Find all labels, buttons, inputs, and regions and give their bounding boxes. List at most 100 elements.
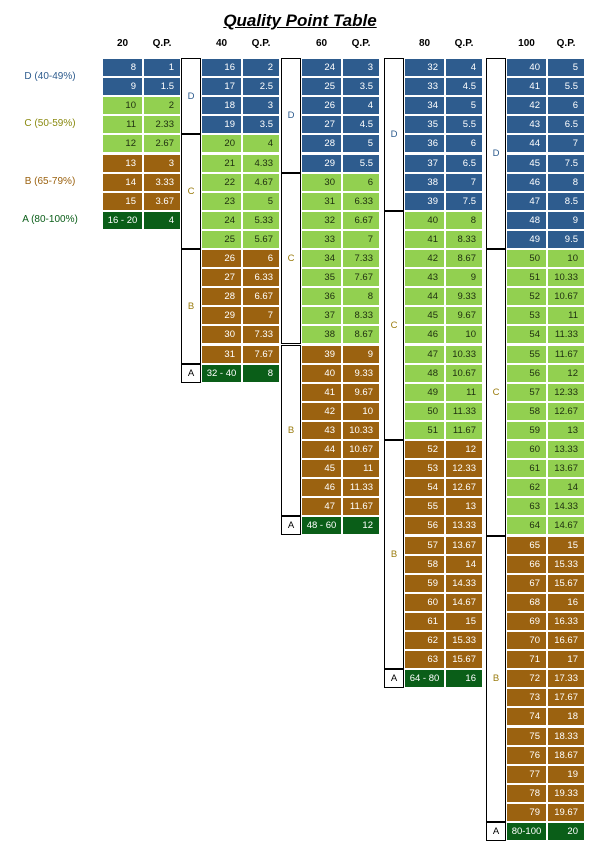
mark-cell: 36	[404, 134, 445, 154]
grade-label-d: D	[486, 58, 506, 249]
quality-point-cell: 12	[445, 440, 483, 460]
mark-cell: 73	[506, 688, 547, 708]
quality-point-cell: 9	[547, 210, 585, 230]
mark-cell: 61	[404, 611, 445, 631]
mark-cell: 55	[506, 344, 547, 364]
quality-point-cell: 1	[143, 58, 181, 78]
mark-cell: 71	[506, 650, 547, 670]
quality-point-cell: 2.5	[242, 77, 280, 97]
grade-label-a: A	[486, 822, 506, 842]
quality-point-cell: 11.67	[547, 344, 585, 364]
quality-point-cell: 5	[547, 58, 585, 78]
quality-point-cell: 6	[342, 172, 380, 192]
mark-cell: 59	[506, 420, 547, 440]
quality-point-cell: 10	[445, 325, 483, 345]
quality-point-cell: 9.33	[342, 363, 380, 383]
quality-point-cell: 5	[445, 96, 483, 116]
mark-cell: 11	[102, 115, 143, 135]
mark-cell: 40	[506, 58, 547, 78]
quality-point-cell: 9.67	[342, 382, 380, 402]
mark-cell: 35	[404, 115, 445, 135]
mark-cell: 57	[506, 382, 547, 402]
mark-cell: 39	[301, 344, 342, 364]
quality-point-cell: 13.33	[445, 516, 483, 536]
quality-point-cell: 11	[342, 459, 380, 479]
quality-point-cell: 11.67	[445, 420, 483, 440]
mark-cell: 55	[404, 497, 445, 517]
quality-point-cell: 13	[445, 497, 483, 517]
legend-item-a: A (80-100%)	[22, 213, 78, 225]
mark-cell: 42	[404, 249, 445, 269]
mark-cell: 30	[201, 325, 242, 345]
mark-cell: 54	[404, 478, 445, 498]
mark-cell: 18	[201, 96, 242, 116]
quality-point-cell: 15	[445, 611, 483, 631]
quality-point-cell: 15	[547, 535, 585, 555]
mark-cell: 45	[301, 459, 342, 479]
quality-point-cell: 20	[547, 822, 585, 842]
mark-cell: 16	[201, 58, 242, 78]
quality-point-cell: 1.5	[143, 77, 181, 97]
grade-label-d: D	[181, 58, 201, 135]
quality-point-cell: 4.67	[242, 172, 280, 192]
grade-label-a: A	[181, 363, 201, 383]
quality-point-cell: 9.5	[547, 229, 585, 249]
quality-point-cell: 3.67	[143, 191, 181, 211]
quality-point-cell: 16	[547, 592, 585, 612]
quality-point-cell: 3.5	[242, 115, 280, 135]
mark-cell: 65	[506, 535, 547, 555]
quality-point-cell: 7.33	[342, 249, 380, 269]
quality-point-cell: 6.67	[342, 210, 380, 230]
page-title: Quality Point Table	[223, 11, 377, 30]
quality-point-cell: 8	[547, 172, 585, 192]
mark-cell: 80-100	[506, 822, 547, 842]
mark-cell: 79	[506, 802, 547, 822]
quality-point-cell: 15.67	[445, 650, 483, 670]
quality-point-cell: 2	[143, 96, 181, 116]
mark-cell: 77	[506, 764, 547, 784]
quality-point-cell: 6.5	[547, 115, 585, 135]
quality-point-cell: 13.67	[547, 459, 585, 479]
grade-label-b: B	[486, 535, 506, 822]
quality-point-cell: 15.33	[547, 554, 585, 574]
quality-point-cell: 9	[445, 268, 483, 288]
quality-point-cell: 10	[342, 401, 380, 421]
quality-point-cell: 5.67	[242, 229, 280, 249]
legend-item-b: B (65-79%)	[24, 175, 76, 187]
column-header-qp: Q.P.	[454, 38, 474, 49]
quality-point-cell: 7	[445, 172, 483, 192]
mark-cell: 50	[506, 249, 547, 269]
quality-point-cell: 16.33	[547, 611, 585, 631]
grade-label-d: D	[281, 58, 301, 173]
quality-point-cell: 2	[242, 58, 280, 78]
mark-cell: 42	[506, 96, 547, 116]
mark-cell: 61	[506, 459, 547, 479]
mark-cell: 62	[506, 478, 547, 498]
mark-cell: 46	[301, 478, 342, 498]
mark-cell: 40	[404, 210, 445, 230]
mark-cell: 16 - 20	[102, 210, 143, 230]
quality-point-cell: 6.33	[342, 191, 380, 211]
mark-cell: 60	[404, 592, 445, 612]
quality-point-cell: 10.67	[547, 287, 585, 307]
grade-label-d: D	[384, 58, 404, 211]
mark-cell: 29	[201, 306, 242, 326]
quality-point-cell: 7	[547, 134, 585, 154]
mark-cell: 30	[301, 172, 342, 192]
quality-point-cell: 7.33	[242, 325, 280, 345]
quality-point-cell: 15.33	[445, 631, 483, 651]
quality-point-cell: 13.33	[547, 440, 585, 460]
mark-cell: 41	[506, 77, 547, 97]
legend-item-d: D (40-49%)	[24, 70, 76, 82]
quality-point-cell: 7.67	[342, 268, 380, 288]
quality-point-cell: 8.67	[342, 325, 380, 345]
grade-label-a: A	[281, 516, 301, 536]
quality-point-cell: 8.67	[445, 249, 483, 269]
grade-label-c: C	[181, 134, 201, 249]
quality-point-cell: 7.67	[242, 344, 280, 364]
mark-cell: 48	[506, 210, 547, 230]
quality-point-cell: 6	[547, 96, 585, 116]
mark-cell: 38	[404, 172, 445, 192]
quality-point-cell: 3	[242, 96, 280, 116]
quality-point-cell: 6	[242, 249, 280, 269]
